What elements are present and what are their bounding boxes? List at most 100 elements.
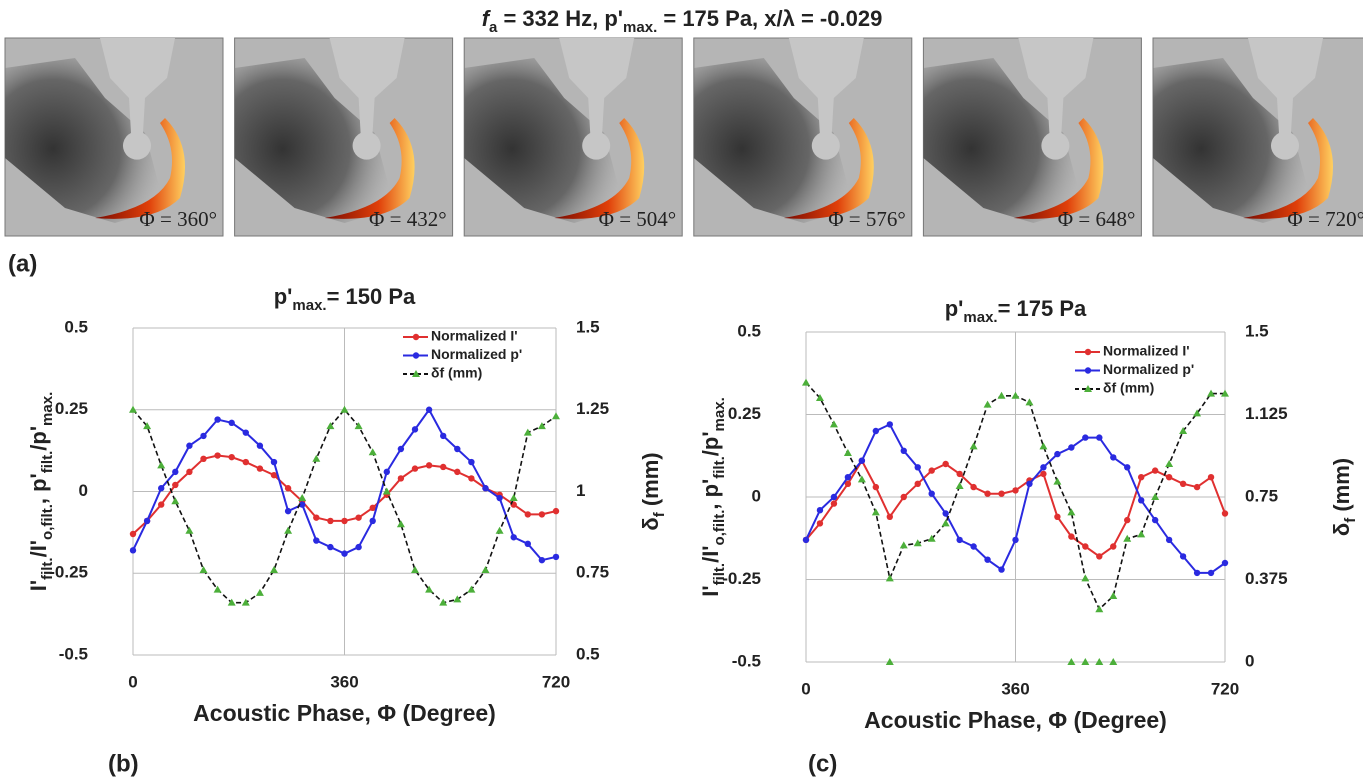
- data-point: [1011, 391, 1020, 399]
- data-point: [411, 426, 419, 433]
- data-point: [997, 391, 1006, 399]
- data-point: [1221, 389, 1229, 397]
- y2-tick-label: 0.75: [1245, 486, 1278, 505]
- subscript: filt.: [711, 456, 728, 479]
- data-point: [439, 598, 448, 606]
- y-tick-label: -0.5: [732, 651, 761, 670]
- data-point: [524, 511, 531, 518]
- data-point: [270, 471, 278, 479]
- panel-label: (c): [808, 750, 837, 777]
- data-point: [214, 452, 221, 459]
- data-point: [1082, 543, 1089, 550]
- data-point: [453, 595, 462, 603]
- y-tick-label: -0.5: [59, 644, 88, 663]
- data-point: [1179, 427, 1188, 434]
- data-point: [1221, 510, 1229, 517]
- subscript: a: [489, 19, 498, 36]
- y2-tick-label: 0: [1245, 651, 1254, 670]
- data-point: [256, 465, 264, 472]
- data-point: [397, 445, 405, 453]
- data-point: [900, 447, 907, 454]
- y2-axis-label: δf (mm): [1329, 458, 1360, 536]
- data-point: [1040, 464, 1047, 471]
- data-point: [928, 490, 935, 497]
- legend-label: Normalized p': [431, 346, 522, 362]
- data-point: [1054, 513, 1061, 520]
- legend-marker: [1084, 385, 1092, 392]
- data-point: [157, 461, 166, 469]
- data-point: [440, 463, 447, 471]
- data-point: [509, 494, 518, 502]
- legend-label: Normalized I': [431, 328, 518, 344]
- data-point: [468, 458, 475, 466]
- data-point: [242, 429, 249, 436]
- data-point: [228, 419, 235, 427]
- x-tick-label: 720: [542, 672, 570, 691]
- data-point: [1151, 467, 1159, 474]
- data-point: [1095, 658, 1104, 665]
- text-part: δ: [638, 517, 663, 530]
- data-point: [255, 588, 264, 596]
- data-point: [270, 565, 278, 573]
- chart-title: p'max.= 150 Pa: [274, 284, 416, 315]
- subscript: filt.: [39, 451, 56, 474]
- data-point: [802, 536, 810, 544]
- data-point: [158, 501, 165, 508]
- data-point: [552, 507, 560, 515]
- y2-axis-label: δf (mm): [638, 452, 669, 530]
- data-point: [857, 475, 866, 483]
- data-point: [214, 416, 221, 423]
- subscript: max.: [39, 392, 56, 426]
- data-point: [1151, 493, 1160, 500]
- image-strip: Φ = 360° Φ = 432° Φ = 504° Φ = 576° Φ = 648°…: [4, 37, 1363, 237]
- data-point: [886, 421, 893, 428]
- data-point: [552, 553, 560, 561]
- data-point: [858, 457, 866, 464]
- data-point: [1067, 508, 1076, 516]
- data-point: [998, 566, 1005, 573]
- data-point: [284, 507, 292, 515]
- image-frame: Φ = 720°: [1152, 37, 1363, 237]
- data-point: [495, 526, 504, 534]
- subscript: f: [1342, 517, 1359, 523]
- image-label: Φ = 360°: [139, 207, 217, 231]
- data-point: [885, 574, 894, 582]
- image-label: Φ = 432°: [369, 207, 447, 231]
- data-point: [186, 442, 193, 449]
- data-point: [1193, 409, 1202, 417]
- data-point: [454, 468, 461, 476]
- y-tick-label: 0.5: [64, 317, 88, 336]
- y2-tick-label: 0.75: [576, 563, 609, 582]
- chart-title: p'max.= 175 Pa: [945, 296, 1087, 327]
- data-point: [213, 585, 222, 593]
- data-point: [538, 556, 546, 564]
- data-point: [844, 480, 852, 487]
- data-point: [983, 400, 992, 408]
- text-part: I': [698, 585, 723, 596]
- text-part: p': [945, 296, 964, 321]
- data-point: [383, 468, 390, 476]
- data-point: [942, 510, 949, 517]
- y2-tick-label: 0.375: [1245, 569, 1288, 588]
- text-part: /I': [698, 545, 723, 562]
- text-part: = 175 Pa: [998, 296, 1087, 321]
- image-frame: Φ = 648°: [922, 37, 1142, 237]
- data-point: [942, 460, 949, 468]
- data-point: [228, 453, 235, 461]
- data-point: [172, 481, 179, 489]
- data-point: [1067, 658, 1076, 665]
- data-point: [970, 483, 977, 491]
- data-point: [172, 468, 179, 476]
- data-point: [843, 449, 852, 456]
- data-point: [1138, 474, 1145, 481]
- image-frame: Φ = 576°: [693, 37, 913, 237]
- data-point: [327, 517, 334, 525]
- text-part: = 150 Pa: [327, 284, 416, 309]
- data-point: [998, 490, 1005, 497]
- data-point: [956, 470, 963, 478]
- data-point: [1165, 460, 1174, 467]
- data-point: [200, 432, 207, 440]
- y-tick-label: 0: [752, 486, 761, 505]
- data-point: [341, 517, 348, 525]
- data-point: [425, 406, 433, 413]
